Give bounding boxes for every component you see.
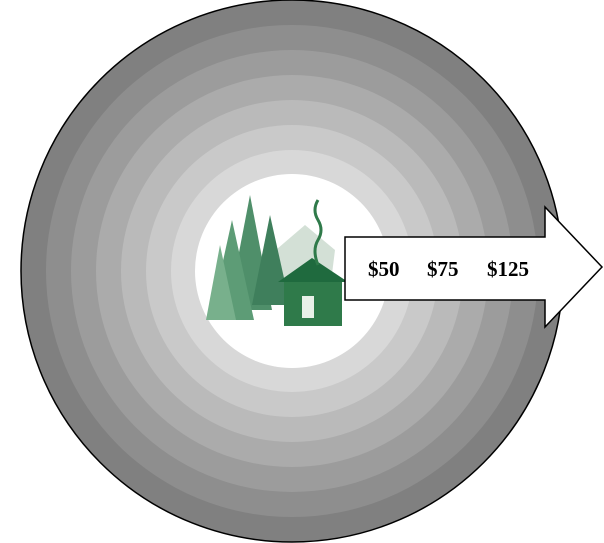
page: $50 $75 $125 (() => { const data = JSON.… [0, 0, 604, 543]
price-label: $50 [368, 257, 400, 281]
price-label: $125 [487, 257, 529, 281]
diagram: $50 $75 $125 [0, 0, 604, 543]
price-label: $75 [427, 257, 459, 281]
